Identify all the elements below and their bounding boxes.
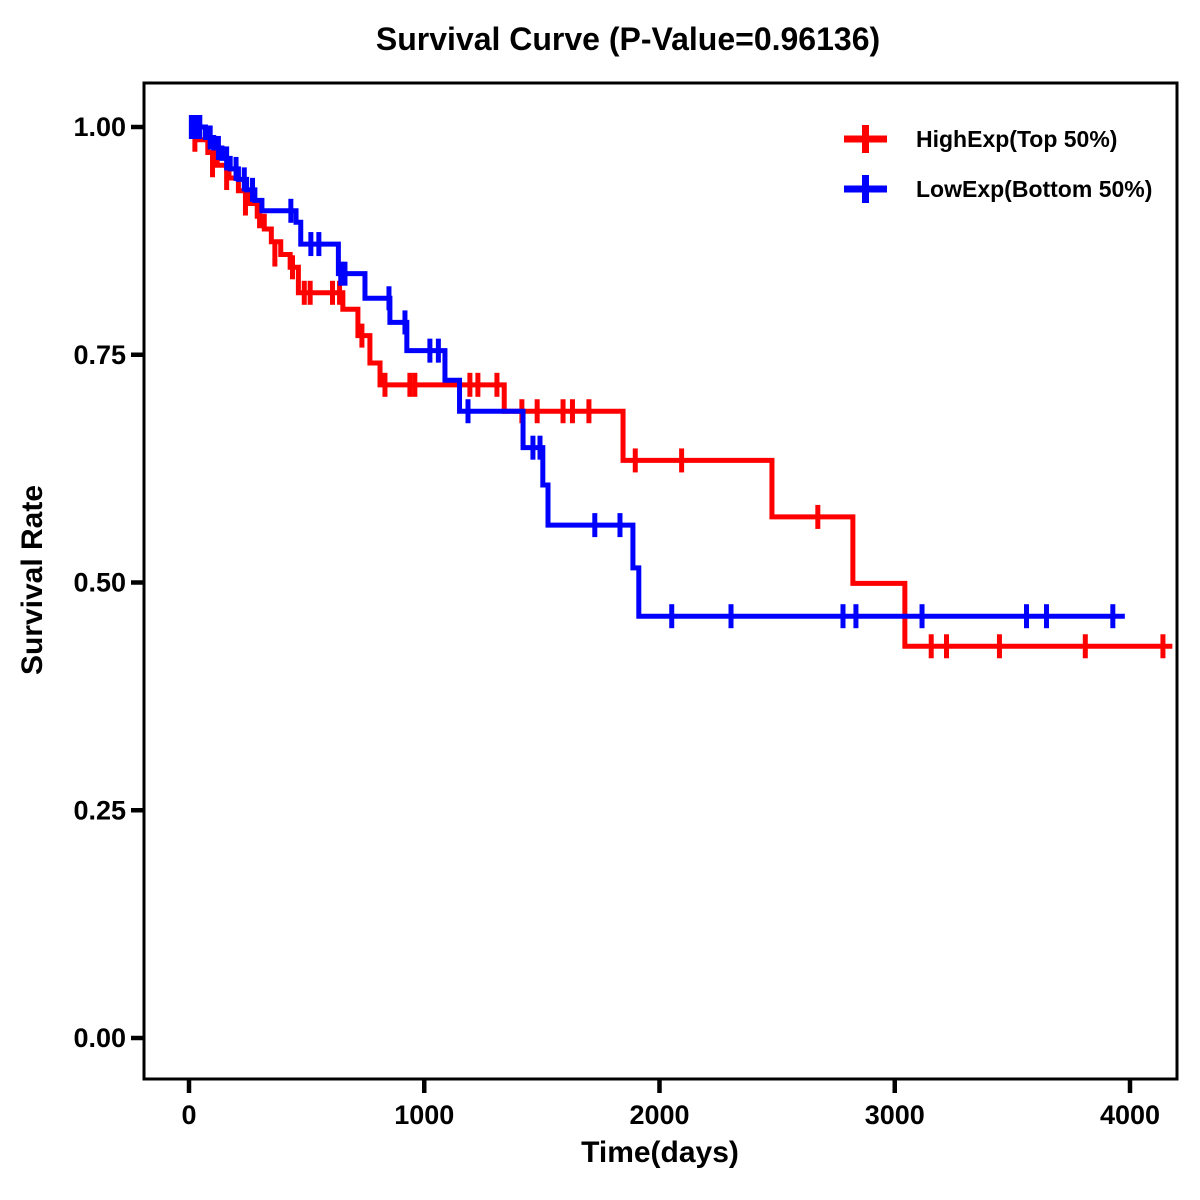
y-tick-label: 0.75 [73,340,126,370]
legend-label-lowexp: LowExp(Bottom 50%) [916,176,1152,202]
chart-title: Survival Curve (P-Value=0.96136) [376,21,880,57]
censor-marks-highexp [192,127,1166,659]
x-tick-label: 0 [181,1100,196,1130]
y-tick-label: 1.00 [73,112,126,142]
x-axis-label: Time(days) [581,1136,739,1169]
legend-marker-lowexp-plus-icon [844,175,887,203]
legend-label-highexp: HighExp(Top 50%) [916,126,1117,152]
y-axis-label: Survival Rate [16,485,49,675]
x-tick-label: 4000 [1100,1100,1160,1130]
legend-marker-highexp-plus-icon [844,125,887,153]
x-tick-label: 1000 [394,1100,454,1130]
y-tick-label: 0.50 [73,568,126,598]
x-tick-label: 3000 [865,1100,925,1130]
x-tick-label: 2000 [629,1100,689,1130]
y-tick-label: 0.25 [73,795,126,825]
plot-area: 0 1000 2000 3000 4000 0.00 0.25 0.50 0.75 1.00 [73,81,1179,1130]
legend: HighExp(Top 50%) LowExp(Bottom 50%) [844,125,1152,203]
censor-marks-lowexp [188,115,1116,629]
y-tick-label: 0.00 [73,1023,126,1053]
survival-curve-lowexp [189,124,1125,619]
survival-curve-highexp [189,124,1173,649]
